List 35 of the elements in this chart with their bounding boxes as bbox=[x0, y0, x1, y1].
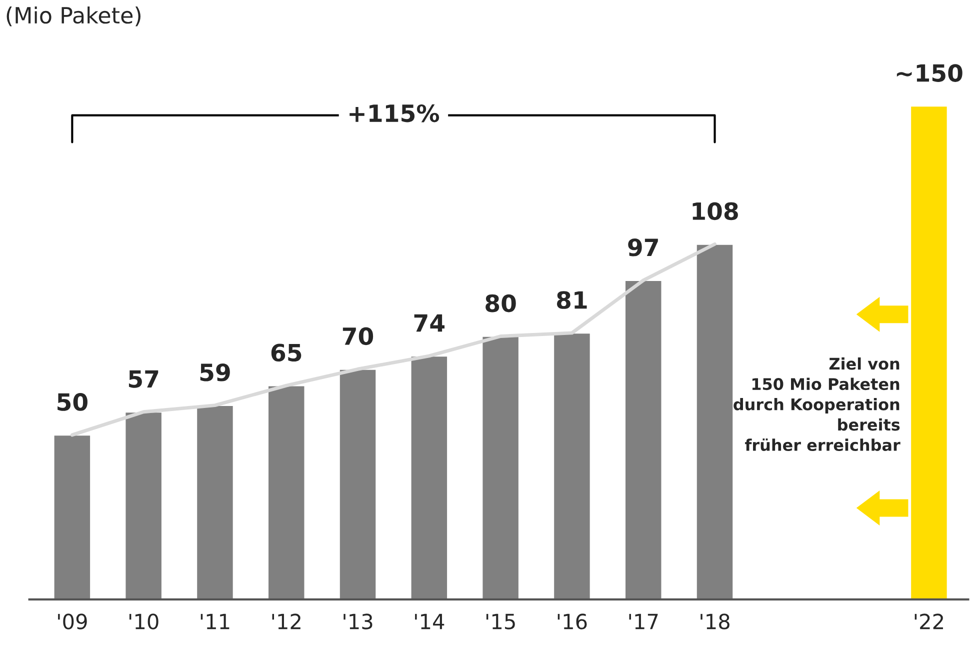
bar bbox=[410, 355, 448, 600]
x-tick-label: '18 bbox=[700, 614, 730, 630]
x-tick-label: '13 bbox=[344, 614, 372, 630]
chart-title: (Mio Pakete) bbox=[6, 6, 140, 26]
x-tick-label: '12 bbox=[272, 614, 300, 630]
bar bbox=[624, 280, 663, 600]
annotation: +115% bbox=[350, 104, 440, 122]
bar bbox=[196, 404, 234, 600]
bar bbox=[481, 336, 520, 600]
data-label: 59 bbox=[200, 363, 230, 382]
bar bbox=[552, 332, 592, 600]
bar bbox=[267, 384, 306, 600]
x-tick-label: '14 bbox=[415, 614, 444, 630]
x-tick-label: '17 bbox=[629, 614, 658, 630]
x-tick-label: '15 bbox=[486, 614, 515, 630]
data-label: 81 bbox=[556, 291, 587, 309]
data-label: ~150 bbox=[896, 64, 962, 82]
x-tick-label: '10 bbox=[129, 614, 158, 630]
bar bbox=[338, 368, 378, 600]
bar bbox=[52, 434, 92, 600]
data-label: 74 bbox=[414, 314, 445, 332]
bar bbox=[696, 243, 734, 600]
annotation: Ziel von 150 Mio Paketen durch Kooperation bereits früher erreichbar bbox=[734, 357, 900, 452]
data-label: 70 bbox=[342, 327, 374, 346]
data-label: 50 bbox=[58, 393, 88, 411]
x-tick-label: '09 bbox=[58, 614, 87, 630]
data-label: 108 bbox=[692, 202, 738, 220]
x-tick-label: '16 bbox=[558, 614, 587, 630]
x-tick-label: '11 bbox=[200, 614, 230, 630]
data-label: 97 bbox=[628, 238, 658, 256]
data-label: 65 bbox=[271, 344, 302, 362]
data-label: 80 bbox=[486, 294, 516, 312]
bar bbox=[124, 411, 163, 600]
x-tick-label: '22 bbox=[914, 614, 943, 630]
data-label: 57 bbox=[128, 370, 158, 388]
